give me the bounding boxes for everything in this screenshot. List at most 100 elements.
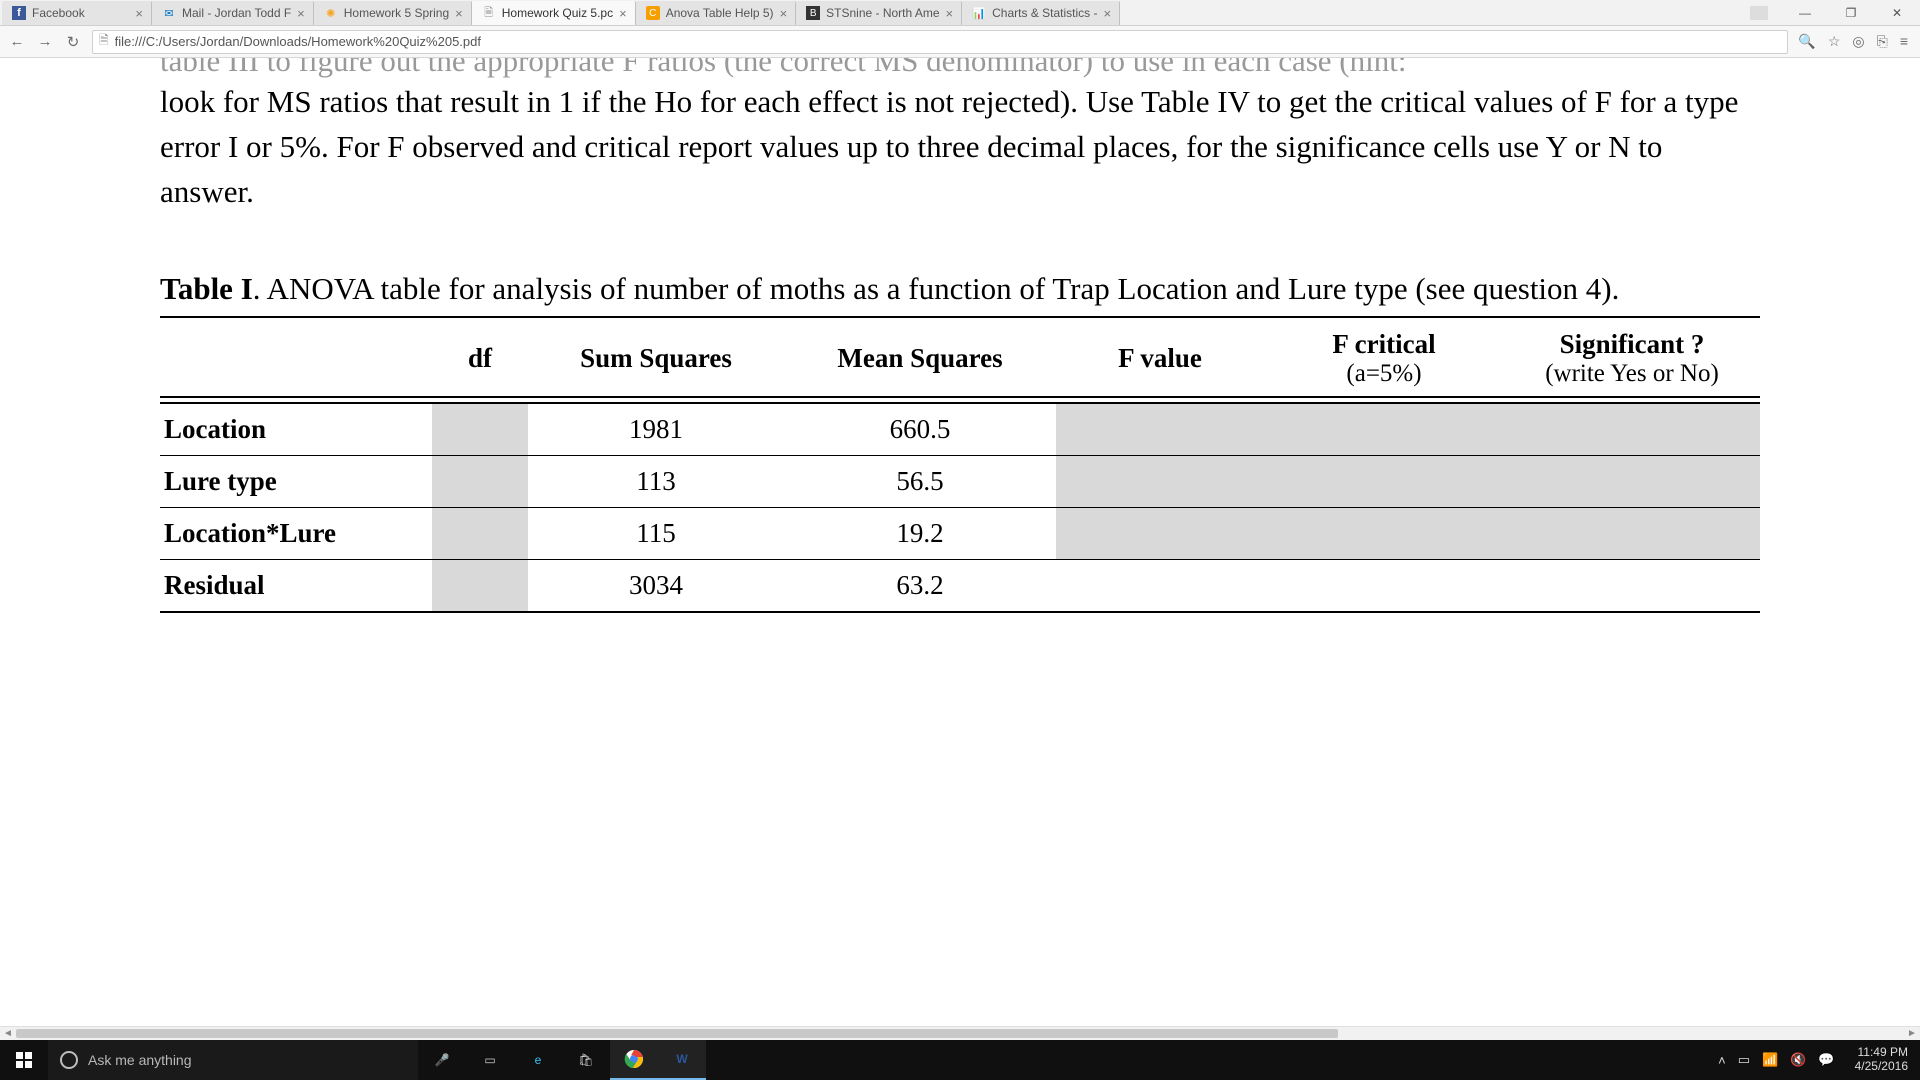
caption-label: Table I (160, 271, 253, 306)
store-icon[interactable]: 🛍 (562, 1040, 610, 1080)
tab-favicon: 🗎 (482, 6, 496, 20)
browser-tab[interactable]: ✺ Homework 5 Spring × (314, 1, 472, 25)
back-button[interactable]: ← (8, 33, 26, 50)
table-cell: Lure type (160, 456, 432, 508)
tab-title: Anova Table Help 5) (666, 6, 774, 20)
tab-title: Mail - Jordan Todd F (182, 6, 291, 20)
edge-icon[interactable]: e (514, 1040, 562, 1080)
table-cell (1264, 560, 1504, 613)
table-cell (1504, 403, 1760, 456)
tab-close-icon[interactable]: × (780, 7, 788, 20)
browser-tab[interactable]: C Anova Table Help 5) × (636, 1, 796, 25)
notifications-icon[interactable]: 💬 (1818, 1052, 1834, 1068)
table-cell (432, 403, 528, 456)
pdf-paragraph: look for MS ratios that result in 1 if t… (160, 80, 1760, 215)
wifi-icon[interactable]: 📶 (1762, 1052, 1778, 1068)
word-icon[interactable]: W (658, 1040, 706, 1080)
cortana-placeholder: Ask me anything (88, 1052, 192, 1068)
table-cell (1056, 508, 1264, 560)
tab-close-icon[interactable]: × (455, 7, 463, 20)
table-cell (1056, 560, 1264, 613)
tab-favicon: 📊 (972, 6, 986, 20)
tab-favicon: f (12, 6, 26, 20)
table-row: Location1981660.5 (160, 403, 1760, 456)
clock-date: 4/25/2016 (1855, 1060, 1908, 1074)
th-df: df (432, 321, 528, 397)
horizontal-scrollbar[interactable]: ◄ ► (0, 1026, 1920, 1040)
tab-close-icon[interactable]: × (619, 7, 627, 20)
table-cell: Location*Lure (160, 508, 432, 560)
windows-taskbar: Ask me anything 🎤 ▭ e 🛍 W ˄ ▭ 📶 🔇 💬 11:4… (0, 1040, 1920, 1080)
th-blank (160, 321, 432, 397)
table-cell (432, 508, 528, 560)
table-cell (1504, 456, 1760, 508)
volume-icon[interactable]: 🔇 (1790, 1052, 1806, 1068)
browser-tab[interactable]: f Facebook × (2, 1, 152, 25)
th-ss: Sum Squares (528, 321, 784, 397)
tab-title: Homework 5 Spring (344, 6, 449, 20)
table-caption: Table I. ANOVA table for analysis of num… (160, 267, 1760, 310)
pdf-icon[interactable]: ⎘ (1877, 33, 1888, 50)
table-cell: Residual (160, 560, 432, 613)
table-cell: 115 (528, 508, 784, 560)
cortana-icon (60, 1051, 78, 1069)
table-cell (1504, 560, 1760, 613)
browser-titlebar: fFacebook×✉Mail - Jordan Todd F×✺Homewor… (0, 0, 1920, 26)
pdf-viewer: table III to figure out the appropriate … (0, 58, 1920, 1026)
user-icon[interactable] (1736, 0, 1782, 26)
table-cell (1056, 403, 1264, 456)
scroll-left-icon[interactable]: ◄ (0, 1028, 16, 1039)
menu-icon[interactable]: ≡ (1900, 33, 1908, 50)
bookmark-icon[interactable]: ☆ (1828, 33, 1841, 50)
th-fc: F critical(a=5%) (1264, 321, 1504, 397)
browser-tab[interactable]: B STSnine - North Ame × (796, 1, 962, 25)
scroll-right-icon[interactable]: ► (1904, 1028, 1920, 1039)
th-fv: F value (1056, 321, 1264, 397)
minimize-button[interactable]: — (1782, 0, 1828, 26)
tab-favicon: B (806, 6, 820, 20)
battery-icon[interactable]: ▭ (1738, 1052, 1750, 1068)
browser-tab[interactable]: 📊 Charts & Statistics - × (962, 1, 1120, 25)
table-cell: 1981 (528, 403, 784, 456)
maximize-button[interactable]: ❐ (1828, 0, 1874, 26)
tab-favicon: ✺ (324, 6, 338, 20)
forward-button[interactable]: → (36, 33, 54, 50)
address-bar[interactable]: 🗎 file:///C:/Users/Jordan/Downloads/Home… (92, 30, 1788, 54)
table-row: Lure type11356.5 (160, 456, 1760, 508)
tab-title: Facebook (32, 6, 129, 20)
tab-close-icon[interactable]: × (1104, 7, 1112, 20)
close-button[interactable]: ✕ (1874, 0, 1920, 26)
browser-tab[interactable]: 🗎Homework Quiz 5.pc× (472, 1, 636, 25)
browser-tab[interactable]: ✉Mail - Jordan Todd F× (152, 1, 314, 25)
toolbar-right-icons: 🔍 ☆ ◎ ⎘ ≡ (1798, 33, 1912, 50)
table-row: Residual 303463.2 (160, 560, 1760, 613)
tab-title: Charts & Statistics - (992, 6, 1097, 20)
system-tray: ˄ ▭ 📶 🔇 💬 11:49 PM 4/25/2016 (1718, 1046, 1920, 1074)
cast-icon[interactable]: ◎ (1852, 33, 1864, 50)
table-cell: 3034 (528, 560, 784, 613)
tab-close-icon[interactable]: × (946, 7, 954, 20)
tab-close-icon[interactable]: × (135, 7, 143, 20)
table-cell (1056, 456, 1264, 508)
tray-chevron-icon[interactable]: ˄ (1718, 1053, 1726, 1068)
mic-icon[interactable]: 🎤 (418, 1040, 466, 1080)
tab-strip: fFacebook×✉Mail - Jordan Todd F×✺Homewor… (0, 0, 1736, 25)
tab-title: STSnine - North Ame (826, 6, 939, 20)
start-button[interactable] (0, 1040, 48, 1080)
table-cell: 660.5 (784, 403, 1056, 456)
table-cell: 63.2 (784, 560, 1056, 613)
table-cell (432, 456, 528, 508)
taskbar-clock[interactable]: 11:49 PM 4/25/2016 (1847, 1046, 1916, 1074)
tab-favicon: C (646, 6, 660, 20)
tab-close-icon[interactable]: × (297, 7, 305, 20)
address-text: file:///C:/Users/Jordan/Downloads/Homewo… (115, 34, 1782, 49)
caption-text: . ANOVA table for analysis of number of … (253, 271, 1620, 306)
zoom-icon[interactable]: 🔍 (1798, 33, 1815, 50)
reload-button[interactable]: ↻ (64, 33, 82, 51)
scroll-thumb[interactable] (16, 1029, 1338, 1038)
table-cell: 19.2 (784, 508, 1056, 560)
taskview-icon[interactable]: ▭ (466, 1040, 514, 1080)
cortana-search[interactable]: Ask me anything (48, 1040, 418, 1080)
anova-table: df Sum Squares Mean Squares F value F cr… (160, 316, 1760, 613)
chrome-icon[interactable] (610, 1040, 658, 1080)
